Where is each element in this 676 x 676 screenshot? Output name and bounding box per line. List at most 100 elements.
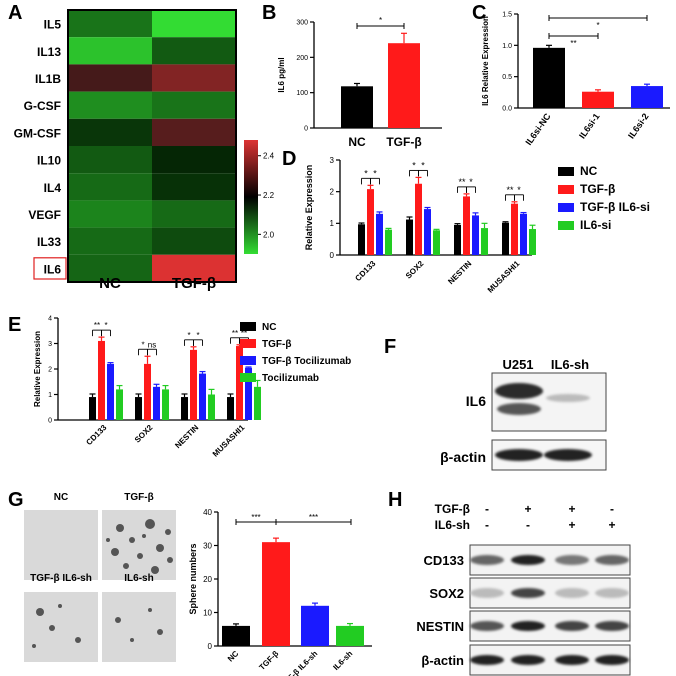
legend-swatch bbox=[558, 203, 574, 212]
x-tick-label: TGF-β bbox=[386, 135, 421, 149]
bar bbox=[236, 346, 243, 420]
sphere bbox=[165, 529, 171, 535]
sphere bbox=[167, 557, 173, 563]
blot-band bbox=[595, 555, 629, 565]
y-tick-label: 30 bbox=[203, 541, 212, 550]
x-tick-label: CD133 bbox=[84, 423, 108, 447]
blot-band bbox=[470, 621, 504, 631]
blot-band bbox=[544, 449, 592, 461]
heatmap-column-label: NC bbox=[99, 275, 121, 292]
significance-label: * bbox=[187, 331, 190, 340]
y-tick-label: 1.0 bbox=[502, 43, 512, 50]
legend-label: Tocilizumab bbox=[262, 373, 319, 384]
significance-label: * bbox=[373, 168, 377, 178]
sphere-image bbox=[24, 510, 98, 580]
treatment-sign: + bbox=[568, 518, 575, 532]
blot-row-label: NESTIN bbox=[416, 619, 464, 634]
heatmap-cell bbox=[68, 91, 152, 119]
bar bbox=[199, 373, 206, 420]
blot-row-label: CD133 bbox=[424, 553, 464, 568]
heatmap-cell bbox=[152, 118, 236, 146]
blot-band bbox=[555, 655, 589, 665]
sphere bbox=[129, 537, 135, 543]
bar bbox=[367, 189, 374, 255]
bar bbox=[116, 389, 123, 420]
blot-band bbox=[495, 449, 543, 461]
bar bbox=[358, 224, 365, 255]
y-tick-label: 4 bbox=[48, 315, 52, 322]
panel-letter-d: D bbox=[282, 148, 297, 170]
legend-swatch bbox=[240, 373, 256, 382]
x-tick-label: NESTIN bbox=[446, 259, 473, 286]
heatmap-cell bbox=[152, 37, 236, 65]
blot-band bbox=[511, 655, 545, 665]
sphere bbox=[130, 638, 134, 642]
heatmap-cell bbox=[152, 64, 236, 92]
sphere bbox=[58, 604, 62, 608]
blot-band bbox=[470, 588, 504, 598]
legend-swatch bbox=[558, 167, 574, 176]
y-tick-label: 0.5 bbox=[502, 74, 512, 81]
x-tick-label: MUSASHI1 bbox=[486, 259, 522, 295]
heatmap-cell bbox=[68, 37, 152, 65]
legend-label: TGF-β bbox=[580, 182, 615, 196]
blot-band bbox=[555, 621, 589, 631]
heatmap-row-label: G-CSF bbox=[24, 99, 61, 113]
significance-label: * bbox=[196, 331, 199, 340]
bar bbox=[424, 209, 431, 255]
panel-letter-g: G bbox=[8, 489, 24, 511]
blot-band bbox=[546, 394, 590, 402]
highlight-box bbox=[33, 257, 67, 280]
sphere bbox=[106, 538, 110, 542]
significance-label: * bbox=[421, 160, 425, 170]
legend-swatch bbox=[240, 356, 256, 365]
blot-band bbox=[495, 383, 543, 399]
treatment-label: IL6-sh bbox=[435, 518, 470, 532]
bar bbox=[463, 196, 470, 255]
heatmap-cell bbox=[152, 227, 236, 255]
heatmap-cell bbox=[68, 10, 152, 38]
blot-band bbox=[595, 588, 629, 598]
heatmap-panel: IL5 IL13 IL1B G-CSF GM-CSF IL10 IL4 VEGF IL33 IL6… bbox=[14, 9, 275, 292]
y-axis-title: Relative Expression bbox=[33, 331, 42, 407]
significance-label: * bbox=[104, 321, 107, 330]
panel-letter-e: E bbox=[8, 314, 22, 336]
treatment-sign: - bbox=[485, 518, 489, 532]
treatment-sign: - bbox=[610, 502, 614, 516]
sphere bbox=[75, 637, 81, 643]
bar bbox=[582, 91, 614, 108]
y-axis-title: IL6 Relative Expression bbox=[481, 16, 490, 106]
treatment-sign: - bbox=[485, 502, 489, 516]
blot-band bbox=[595, 655, 629, 665]
x-tick-label: IL6-sh bbox=[331, 649, 354, 672]
heatmap-cell bbox=[152, 200, 236, 228]
bar bbox=[472, 215, 479, 255]
sphere-micrographs: NC TGF-β TGF-β IL6-sh IL6-sh bbox=[24, 492, 176, 662]
bar bbox=[190, 349, 197, 420]
y-tick-label: 0 bbox=[330, 251, 335, 260]
legend-swatch bbox=[558, 185, 574, 194]
heatmap-cell bbox=[68, 200, 152, 228]
bar bbox=[107, 363, 114, 420]
legend-label: TGF-β Tocilizumab bbox=[262, 356, 351, 367]
western-blot-f: U251 IL6-sh IL6 β-actin bbox=[440, 357, 607, 471]
bar bbox=[415, 183, 422, 255]
significance-label: *** bbox=[251, 513, 260, 522]
legend-label: NC bbox=[580, 164, 598, 178]
il6-knockdown-chart: 0.0 0.5 1.0 1.5 IL6 Relative Expression IL6si… bbox=[481, 11, 670, 147]
blot-band bbox=[511, 555, 545, 565]
treatment-sign: - bbox=[526, 518, 530, 532]
y-tick-label: 0 bbox=[304, 125, 308, 132]
bar bbox=[222, 625, 250, 646]
y-tick-label: 100 bbox=[296, 90, 308, 97]
sphere bbox=[123, 563, 129, 569]
heatmap-cell bbox=[68, 64, 152, 92]
bar bbox=[376, 213, 383, 255]
treatment-sign: + bbox=[608, 518, 615, 532]
sphere-image bbox=[102, 592, 176, 662]
panel-letter-c: C bbox=[472, 2, 487, 24]
y-tick-label: 1 bbox=[330, 219, 335, 228]
significance-label: * bbox=[517, 185, 521, 195]
heatmap-cell bbox=[152, 146, 236, 174]
bar bbox=[227, 397, 234, 420]
